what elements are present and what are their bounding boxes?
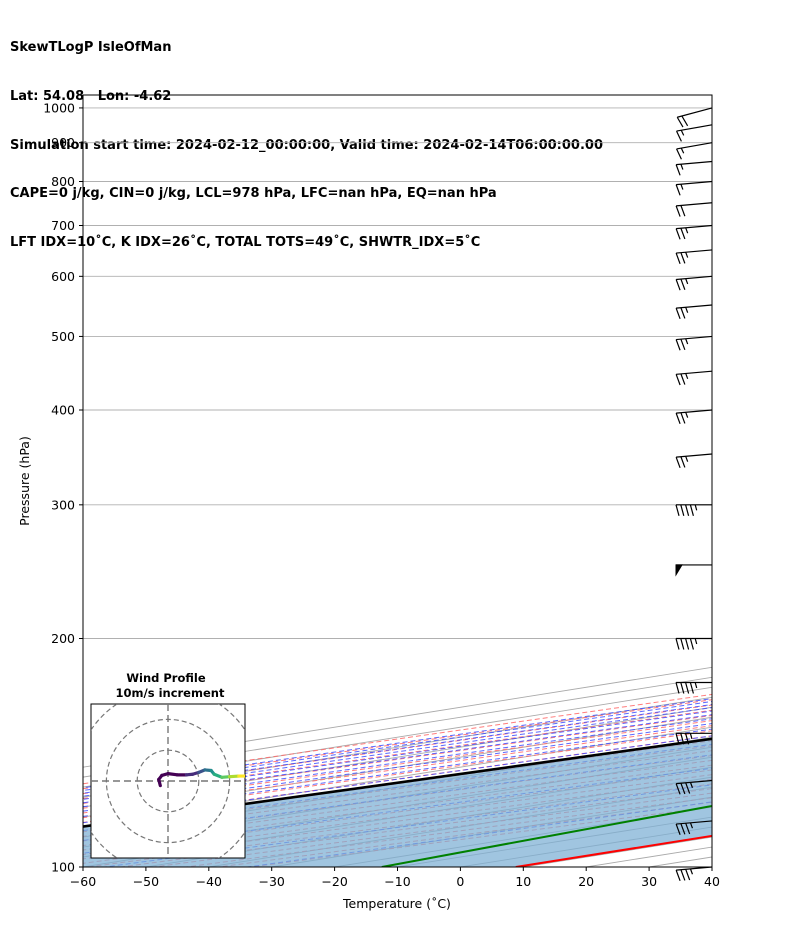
wind-barb bbox=[676, 107, 713, 128]
wind-barb bbox=[675, 370, 713, 386]
y-tick-label: 600 bbox=[51, 269, 75, 284]
stability-indices: LFT IDX=10˚C, K IDX=26˚C, TOTAL TOTS=49˚… bbox=[10, 234, 481, 250]
isotherm-line bbox=[83, 666, 712, 768]
y-tick-label: 1000 bbox=[43, 100, 75, 115]
hodograph-content bbox=[91, 704, 245, 858]
wind-barb bbox=[675, 275, 713, 291]
x-tick-label: 0 bbox=[456, 874, 464, 889]
x-tick-label: −10 bbox=[384, 874, 410, 889]
x-tick-label: 10 bbox=[515, 874, 531, 889]
y-tick-label: 500 bbox=[51, 329, 75, 344]
y-axis-label: Pressure (hPa) bbox=[17, 436, 32, 526]
chart-header: SkewTLogP IsleOfMan Lat: 54.08 Lon: -4.6… bbox=[10, 8, 603, 267]
wind-barb bbox=[675, 453, 713, 469]
wind-barb bbox=[675, 564, 712, 577]
background-reference-lines bbox=[83, 95, 794, 867]
y-tick-label: 900 bbox=[51, 135, 75, 150]
y-tick-label: 700 bbox=[51, 218, 75, 233]
isotherm-line bbox=[83, 716, 712, 818]
wind-barb bbox=[675, 180, 713, 196]
wind-barb bbox=[675, 304, 713, 320]
wind-barb bbox=[675, 224, 713, 240]
wind-barb bbox=[675, 866, 713, 882]
x-tick-label: 40 bbox=[704, 874, 720, 889]
wind-barb bbox=[675, 202, 713, 217]
wind-barb bbox=[676, 124, 713, 142]
wind-barb bbox=[675, 732, 712, 745]
isotherm-line bbox=[83, 686, 712, 788]
y-tick-label: 100 bbox=[51, 860, 75, 875]
simulation-time-info: Simulation start time: 2024-02-12_00:00:… bbox=[10, 137, 603, 153]
x-tick-label: −40 bbox=[196, 874, 222, 889]
isotherm-line bbox=[775, 95, 794, 867]
isotherm-line bbox=[711, 866, 712, 867]
x-tick-label: −20 bbox=[321, 874, 347, 889]
wind-barb bbox=[675, 637, 712, 650]
wind-barb bbox=[675, 820, 713, 835]
x-tick-label: −30 bbox=[259, 874, 285, 889]
x-tick-label: 30 bbox=[641, 874, 657, 889]
wind-barb bbox=[675, 249, 713, 264]
wind-barb bbox=[675, 504, 712, 516]
isotherm-line bbox=[83, 736, 712, 838]
hodograph-inset: Wind Profile 10m/s increment bbox=[90, 671, 246, 859]
x-axis-label: Temperature (˚C) bbox=[342, 896, 451, 911]
y-tick-label: 800 bbox=[51, 174, 75, 189]
chart-title: SkewTLogP IsleOfMan bbox=[10, 40, 172, 56]
hodograph-subtitle: 10m/s increment bbox=[116, 686, 225, 700]
wind-barb bbox=[675, 160, 713, 176]
wind-barb bbox=[676, 142, 713, 160]
isotherm-line bbox=[83, 676, 712, 778]
wind-barb bbox=[675, 409, 713, 425]
axes: −60 −50 −40 −30 −20 −10 0 10 20 30 40 1000 900 800 700… bbox=[43, 100, 720, 889]
convective-indices: CAPE=0 j/kg, CIN=0 j/kg, LCL=978 hPa, LF… bbox=[10, 186, 497, 202]
location-info: Lat: 54.08 Lon: -4.62 bbox=[10, 89, 172, 105]
y-tick-label: 400 bbox=[51, 402, 75, 417]
y-tick-label: 200 bbox=[51, 631, 75, 646]
x-tick-label: 20 bbox=[578, 874, 594, 889]
hodograph-title: Wind Profile bbox=[126, 671, 206, 685]
wind-barb bbox=[675, 779, 713, 795]
wind-barbs bbox=[675, 107, 713, 882]
y-tick-label: 300 bbox=[51, 497, 75, 512]
wind-barb bbox=[675, 335, 713, 351]
isotherm-line bbox=[271, 796, 712, 867]
x-tick-label: −50 bbox=[133, 874, 159, 889]
x-tick-label: −60 bbox=[70, 874, 96, 889]
wind-barb bbox=[675, 681, 712, 694]
